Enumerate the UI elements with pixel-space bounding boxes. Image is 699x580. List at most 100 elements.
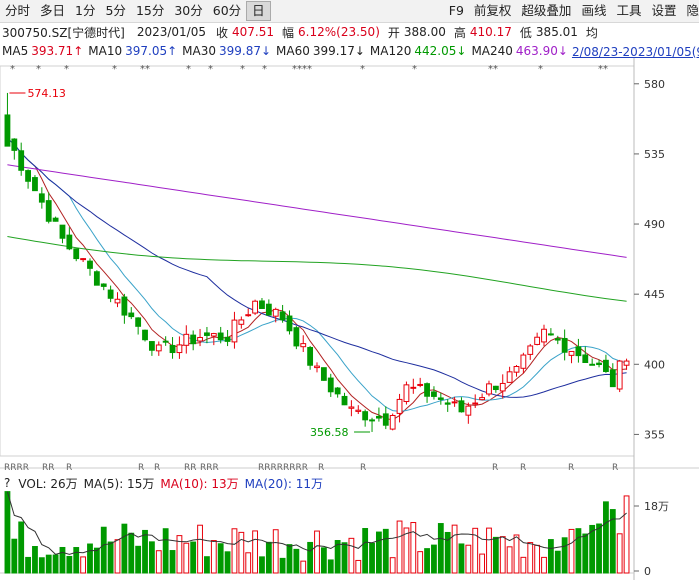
- candle-body: [135, 317, 142, 327]
- candle-body: [424, 383, 430, 397]
- volume-bar: [231, 528, 238, 574]
- candle: [93, 270, 100, 286]
- volume-bar: [465, 544, 472, 574]
- hide-button[interactable]: 隐: [686, 3, 699, 18]
- period-tab-60min[interactable]: 60分: [212, 3, 242, 18]
- vol-value: VOL: 26万: [18, 476, 78, 491]
- candle-body: [341, 395, 348, 406]
- event-star-icon: ****: [292, 64, 312, 75]
- candles: [4, 92, 630, 432]
- candle: [210, 332, 217, 346]
- candle: [238, 316, 245, 329]
- volume-bar: [623, 495, 630, 574]
- candle-body: [114, 298, 121, 304]
- rights-marker-icon: R: [154, 463, 160, 473]
- volume-bar: [18, 521, 25, 574]
- volume-bar: [155, 550, 162, 574]
- candle: [293, 326, 300, 350]
- candle-body: [582, 354, 589, 363]
- volume-bar: [431, 544, 437, 574]
- event-star-icon: *: [112, 64, 117, 75]
- candle-body: [561, 337, 568, 353]
- forward-adjust-button[interactable]: 前复权: [473, 3, 512, 18]
- candle: [197, 328, 203, 347]
- date-range[interactable]: 2/08/23-2023/01/05(91日): [571, 44, 699, 59]
- ma5-label: MA5: [2, 44, 29, 58]
- period-tab-daily[interactable]: 日: [246, 1, 271, 21]
- candle-body: [190, 334, 197, 345]
- settings-button[interactable]: 设置: [651, 3, 677, 18]
- candle: [135, 317, 142, 335]
- volume-bar: [554, 550, 561, 574]
- price-tick-label: 355: [644, 428, 665, 441]
- rights-marker-icon: R: [568, 463, 574, 473]
- event-star-icon: *: [412, 64, 417, 75]
- candle-body: [18, 150, 25, 171]
- ma5-line: [7, 138, 627, 421]
- period-tab-30min[interactable]: 30分: [174, 3, 203, 18]
- vol-ma10: MA(10): 13万: [160, 476, 239, 491]
- candle-body: [142, 329, 148, 341]
- kline-chart[interactable]: * * * * ** * * * * **** * * ** * **RRRR RR R R R RR RRR RRRRR…: [0, 58, 699, 580]
- rights-marker-icon: RR: [42, 463, 55, 473]
- candle: [100, 283, 107, 291]
- candle-body: [128, 312, 135, 318]
- candle: [66, 227, 73, 251]
- volume-bar: [444, 531, 451, 574]
- help-icon[interactable]: ?: [4, 476, 11, 490]
- volume-bar: [520, 556, 527, 574]
- volume-bar: [527, 542, 534, 574]
- volume-bar: [609, 509, 616, 574]
- tools-button[interactable]: 工具: [616, 3, 642, 18]
- ma30-value: 399.87↓: [218, 44, 272, 58]
- candle-body: [520, 354, 527, 369]
- candle-body: [506, 371, 513, 383]
- rights-marker-icon: R: [360, 463, 366, 473]
- candle: [176, 336, 183, 359]
- candle: [314, 362, 320, 373]
- volume-bar: [603, 501, 609, 574]
- super-overlay-button[interactable]: 超级叠加: [521, 3, 572, 18]
- candle-body: [486, 383, 492, 395]
- volume-bar: [45, 554, 52, 574]
- candle: [224, 329, 231, 347]
- candle: [623, 358, 630, 370]
- volume-bar: [142, 529, 148, 574]
- ma10-line: [7, 138, 627, 412]
- candle: [11, 138, 18, 160]
- candle: [217, 326, 224, 344]
- candle: [603, 354, 609, 373]
- period-tab-15min[interactable]: 15分: [135, 3, 165, 18]
- candle: [272, 307, 279, 323]
- high-value: 410.17: [469, 25, 512, 39]
- f9-button[interactable]: F9: [448, 3, 464, 18]
- volume-bar: [217, 543, 224, 574]
- volume-bar: [547, 539, 554, 574]
- candle-body: [320, 367, 327, 381]
- candle-body: [623, 360, 630, 366]
- period-tab-5min[interactable]: 5分: [105, 3, 126, 18]
- volume-bar: [376, 531, 382, 574]
- chart-grid: [0, 58, 699, 580]
- candle-body: [66, 234, 73, 250]
- candle: [38, 187, 45, 209]
- volume-bar: [107, 541, 114, 574]
- candle-body: [93, 271, 100, 286]
- candle-body: [444, 402, 451, 405]
- ma240-value: 463.90↓: [515, 44, 568, 58]
- period-tab-intraday[interactable]: 分时: [5, 3, 31, 18]
- volume-bar: [183, 542, 190, 574]
- volume-bar: [286, 544, 293, 574]
- rights-marker-icon: RRRR: [4, 463, 29, 473]
- event-star-icon: *: [538, 64, 543, 75]
- draw-line-button[interactable]: 画线: [581, 3, 607, 18]
- rights-marker-icon: RRR: [200, 463, 219, 473]
- volume-bar: [66, 555, 73, 574]
- period-tab-multiday[interactable]: 多日: [40, 3, 66, 18]
- candle-body: [204, 332, 210, 336]
- candle-body: [396, 398, 403, 414]
- candle-body: [376, 415, 382, 419]
- period-tab-1min[interactable]: 1分: [75, 3, 96, 18]
- candle: [183, 325, 190, 354]
- candle-body: [87, 260, 93, 269]
